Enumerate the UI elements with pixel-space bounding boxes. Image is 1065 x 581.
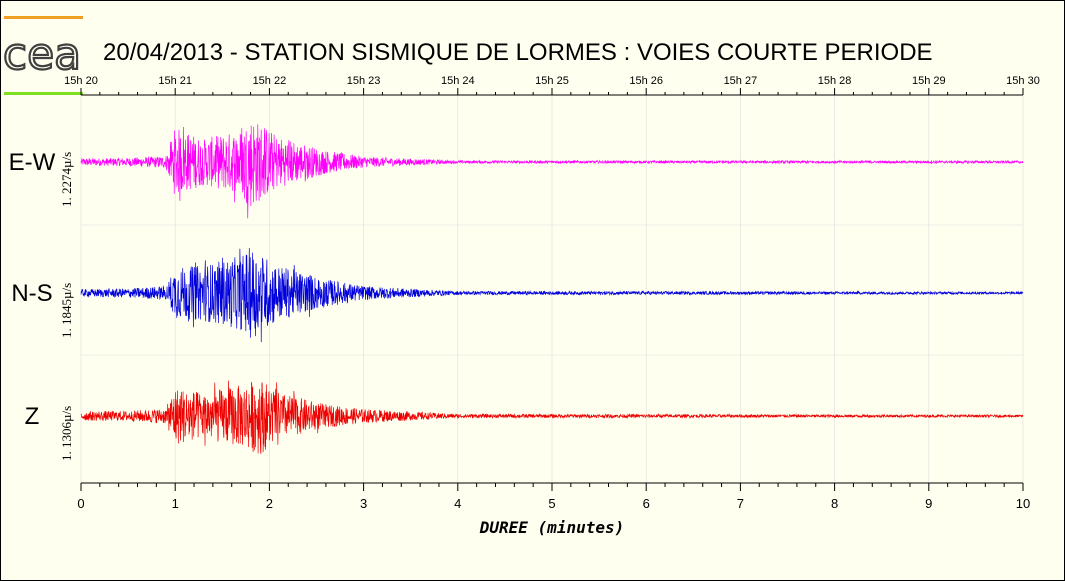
bottom-tick-label: 6 bbox=[643, 496, 650, 511]
bottom-tick-label: 1 bbox=[172, 496, 179, 511]
bottom-tick-label: 3 bbox=[360, 496, 367, 511]
chart-title: 20/04/2013 - STATION SISMIQUE DE LORMES … bbox=[103, 39, 933, 66]
x-axis-label: DUREE (minutes) bbox=[479, 518, 625, 537]
trace-z bbox=[80, 380, 1024, 454]
top-tick-label: 15h 20 bbox=[64, 75, 98, 87]
top-tick-label: 15h 26 bbox=[629, 75, 663, 87]
top-tick-label: 15h 24 bbox=[441, 75, 475, 87]
amplitude-label: 1. 1306µ/s bbox=[59, 406, 74, 461]
amplitude-label: 1. 1845µ/s bbox=[59, 283, 74, 338]
bottom-tick-label: 0 bbox=[77, 496, 84, 511]
top-tick-label: 15h 23 bbox=[347, 75, 381, 87]
top-tick-label: 15h 25 bbox=[535, 75, 569, 87]
trace-ns bbox=[80, 247, 1024, 343]
bottom-tick-label: 2 bbox=[266, 496, 273, 511]
top-tick-label: 15h 29 bbox=[912, 75, 946, 87]
bottom-tick-label: 8 bbox=[831, 496, 838, 511]
bottom-tick-label: 7 bbox=[737, 496, 744, 511]
trace-ew bbox=[80, 124, 1024, 219]
channel-label: N-S bbox=[11, 280, 52, 307]
logo-bar-top bbox=[4, 16, 83, 19]
top-tick-label: 15h 28 bbox=[818, 75, 852, 87]
svg-text:cea: cea bbox=[3, 29, 81, 80]
top-tick-label: 15h 30 bbox=[1006, 75, 1040, 87]
top-tick-label: 15h 21 bbox=[158, 75, 192, 87]
logo-bar-bottom bbox=[4, 92, 83, 95]
bottom-tick-label: 5 bbox=[548, 496, 555, 511]
amplitude-label: 1. 2274µ/s bbox=[59, 152, 74, 207]
top-tick-label: 15h 27 bbox=[724, 75, 758, 87]
bottom-tick-label: 10 bbox=[1016, 496, 1030, 511]
channel-label: Z bbox=[25, 403, 40, 430]
bottom-tick-label: 4 bbox=[454, 496, 461, 511]
bottom-tick-label: 9 bbox=[925, 496, 932, 511]
channel-label: E-W bbox=[9, 149, 56, 176]
top-tick-label: 15h 22 bbox=[253, 75, 287, 87]
cea-logo: cea bbox=[2, 28, 82, 81]
